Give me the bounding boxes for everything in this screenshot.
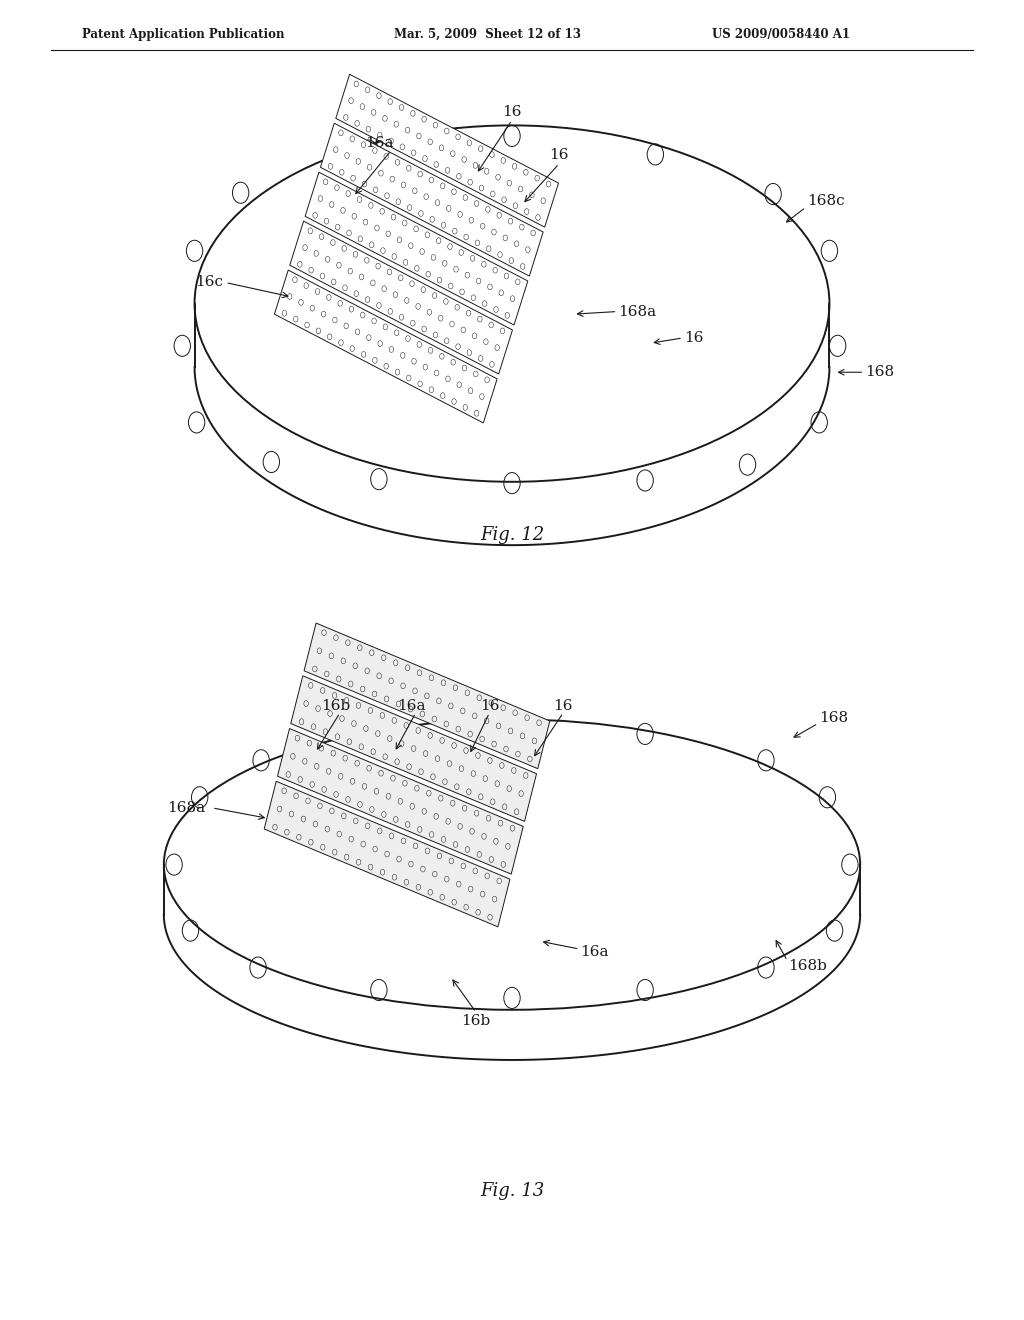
Text: Patent Application Publication: Patent Application Publication	[82, 28, 285, 41]
Polygon shape	[290, 222, 512, 374]
Text: 16c: 16c	[196, 276, 223, 289]
Polygon shape	[336, 74, 558, 227]
Text: 168a: 168a	[167, 801, 205, 814]
Text: Fig. 12: Fig. 12	[480, 525, 544, 544]
Text: 16a: 16a	[581, 945, 609, 958]
Text: 168: 168	[819, 711, 848, 725]
Polygon shape	[264, 781, 510, 927]
Ellipse shape	[195, 125, 829, 482]
Text: Fig. 13: Fig. 13	[480, 1181, 544, 1200]
Text: US 2009/0058440 A1: US 2009/0058440 A1	[712, 28, 850, 41]
Text: 16: 16	[502, 104, 522, 119]
Text: 168c: 168c	[807, 194, 845, 207]
Text: 16a: 16a	[397, 698, 426, 713]
Text: 16: 16	[479, 698, 500, 713]
Polygon shape	[305, 172, 527, 325]
Text: 16: 16	[684, 331, 703, 345]
Polygon shape	[321, 123, 543, 276]
Text: 16: 16	[549, 148, 569, 162]
Polygon shape	[304, 623, 550, 768]
Polygon shape	[278, 729, 523, 874]
Polygon shape	[274, 271, 497, 422]
Text: Mar. 5, 2009  Sheet 12 of 13: Mar. 5, 2009 Sheet 12 of 13	[394, 28, 582, 41]
Text: 16: 16	[553, 698, 573, 713]
Text: 168: 168	[865, 366, 894, 379]
Text: 168a: 168a	[618, 305, 656, 318]
Polygon shape	[291, 676, 537, 821]
Text: 16a: 16a	[365, 136, 393, 150]
Ellipse shape	[164, 719, 860, 1010]
Text: 168b: 168b	[788, 960, 827, 973]
Text: 16b: 16b	[322, 698, 350, 713]
Text: 16b: 16b	[462, 1014, 490, 1028]
